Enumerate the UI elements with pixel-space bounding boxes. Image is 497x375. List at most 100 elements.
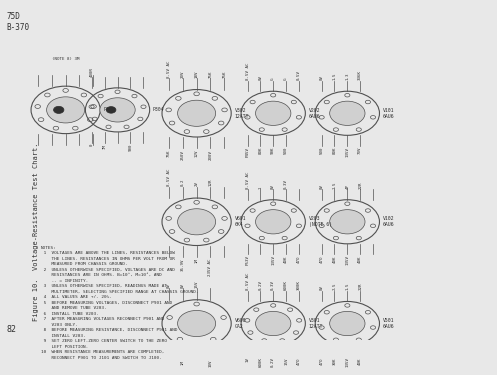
- Text: 8.5V AC: 8.5V AC: [246, 63, 249, 80]
- Text: V203
(NOTE 6): V203 (NOTE 6): [309, 216, 331, 227]
- Text: 500: 500: [320, 147, 324, 154]
- Text: 0V: 0V: [320, 75, 324, 80]
- Circle shape: [177, 310, 216, 336]
- Circle shape: [330, 210, 365, 234]
- Text: 1.5: 1.5: [345, 283, 349, 290]
- Text: 135V: 135V: [345, 255, 349, 266]
- Text: 135V: 135V: [345, 147, 349, 157]
- Text: 10V: 10V: [208, 360, 212, 367]
- Text: NOTES:
 1  VOLTAGES ARE ABOVE THE LINES, RESISTANCES BELOW
    THE LINES. RESIST: NOTES: 1 VOLTAGES ARE ABOVE THE LINES, R…: [41, 246, 198, 360]
- Text: 500: 500: [284, 147, 288, 154]
- Text: 600K: 600K: [284, 280, 288, 290]
- Text: 235V AC: 235V AC: [208, 258, 212, 276]
- Text: P53V: P53V: [246, 255, 249, 266]
- Text: V600
GA2: V600 GA2: [235, 318, 246, 329]
- Text: V202
6AU6: V202 6AU6: [309, 108, 320, 119]
- Text: 0V: 0V: [167, 283, 171, 288]
- Text: P45V: P45V: [246, 147, 249, 157]
- Text: G: G: [284, 78, 288, 80]
- Text: 1M: 1M: [195, 258, 199, 263]
- Text: 4P: 4P: [345, 184, 349, 189]
- Text: 2V: 2V: [195, 181, 199, 186]
- Text: 250V: 250V: [181, 150, 185, 159]
- Text: 900: 900: [128, 144, 132, 151]
- Text: 20V: 20V: [181, 70, 185, 78]
- Circle shape: [330, 101, 365, 125]
- Text: 135V: 135V: [345, 357, 349, 367]
- Text: 40K: 40K: [358, 255, 362, 263]
- Text: 47O: 47O: [297, 357, 301, 364]
- Text: 90K: 90K: [271, 147, 275, 154]
- Text: 15V: 15V: [284, 357, 288, 364]
- Text: Figure 10.  Voltage-Resistance Test Chart.: Figure 10. Voltage-Resistance Test Chart…: [33, 143, 39, 321]
- Text: V302
12ATT: V302 12ATT: [235, 108, 249, 119]
- Text: 80K: 80K: [332, 147, 336, 154]
- Text: 1: 1: [258, 186, 262, 189]
- Circle shape: [255, 101, 291, 125]
- Text: 75K: 75K: [167, 150, 171, 157]
- Text: 75K: 75K: [222, 70, 226, 78]
- Text: 600K: 600K: [258, 357, 262, 367]
- Text: 1.3: 1.3: [345, 73, 349, 80]
- Text: 15V: 15V: [195, 280, 199, 288]
- Text: 336K: 336K: [358, 70, 362, 80]
- Circle shape: [54, 106, 64, 114]
- Text: 35.9V: 35.9V: [181, 258, 185, 270]
- Text: 8.5V AC: 8.5V AC: [167, 169, 171, 186]
- Text: 0.2: 0.2: [181, 178, 185, 186]
- Text: 300K: 300K: [297, 280, 301, 290]
- Circle shape: [177, 209, 216, 235]
- Text: 1.5: 1.5: [332, 73, 336, 80]
- Text: 75D
B-370: 75D B-370: [6, 12, 29, 32]
- Text: 22R: 22R: [358, 283, 362, 290]
- Text: 0V: 0V: [181, 283, 185, 288]
- Text: V102
6AU6: V102 6AU6: [383, 216, 394, 227]
- Text: 47O: 47O: [320, 255, 324, 263]
- Circle shape: [106, 106, 116, 113]
- Text: 1V: 1V: [246, 357, 249, 362]
- Text: 0V: 0V: [320, 184, 324, 189]
- Text: 12R: 12R: [208, 178, 212, 186]
- Text: 40K: 40K: [332, 255, 336, 263]
- Text: 0.3V: 0.3V: [284, 178, 288, 189]
- Text: P304: P304: [153, 107, 165, 112]
- Circle shape: [255, 210, 291, 234]
- Text: 82: 82: [6, 325, 16, 334]
- Text: 70V: 70V: [358, 147, 362, 154]
- Text: 135V: 135V: [271, 255, 275, 266]
- Text: 200V: 200V: [208, 150, 212, 159]
- Text: 1.5: 1.5: [332, 181, 336, 189]
- Text: 0.2V: 0.2V: [258, 280, 262, 290]
- Text: 40K: 40K: [284, 255, 288, 263]
- Text: V301
12ATT: V301 12ATT: [309, 318, 323, 329]
- Circle shape: [177, 100, 216, 126]
- Text: V101
6AU6: V101 6AU6: [383, 108, 394, 119]
- Circle shape: [47, 97, 84, 123]
- Circle shape: [330, 311, 365, 336]
- Text: 8V: 8V: [271, 184, 275, 189]
- Text: 8.5V AC: 8.5V AC: [246, 171, 249, 189]
- Circle shape: [100, 98, 135, 122]
- Text: 80K: 80K: [258, 147, 262, 154]
- Text: 47O: 47O: [320, 357, 324, 364]
- Text: 75K: 75K: [208, 70, 212, 78]
- Text: 18V: 18V: [195, 70, 199, 78]
- Text: 40K: 40K: [358, 357, 362, 364]
- Text: 22R: 22R: [358, 181, 362, 189]
- Text: 8.5V AC: 8.5V AC: [167, 60, 171, 78]
- Text: 0V: 0V: [320, 285, 324, 290]
- Text: 0.3V: 0.3V: [271, 280, 275, 290]
- Text: (NOTE 8) 3M: (NOTE 8) 3M: [52, 57, 80, 60]
- Text: 2.5: 2.5: [332, 283, 336, 290]
- Text: 0.5V: 0.5V: [297, 70, 301, 80]
- Text: 30K: 30K: [332, 357, 336, 364]
- Circle shape: [255, 311, 291, 336]
- Text: 1M: 1M: [181, 360, 185, 365]
- Text: V501
6AU6: V501 6AU6: [383, 318, 394, 329]
- Text: 47O: 47O: [297, 255, 301, 263]
- Text: 400R: 400R: [90, 67, 94, 77]
- Text: P601: P601: [104, 107, 115, 112]
- Text: 0V: 0V: [258, 75, 262, 80]
- Text: G: G: [271, 78, 275, 80]
- Text: 12V: 12V: [195, 150, 199, 157]
